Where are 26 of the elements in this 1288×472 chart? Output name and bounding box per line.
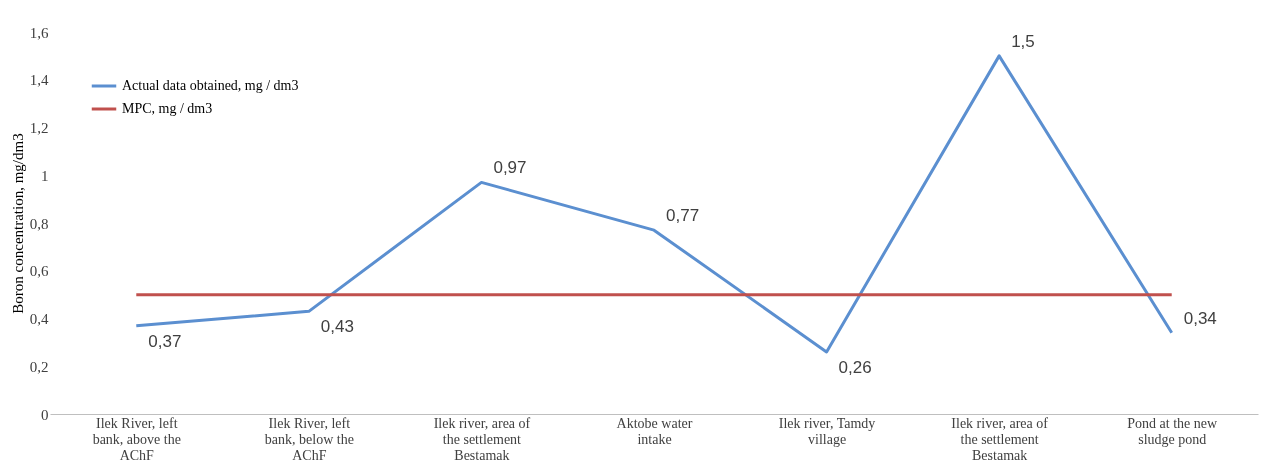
y-tick-label: 0,8 (29, 215, 49, 232)
y-axis-title: Boron concentration, mg/dm3 (9, 133, 26, 314)
x-tick-label: Ilek river, area of the settlement Bestamak (951, 415, 1049, 463)
data-label: 0,34 (1183, 308, 1217, 328)
y-tick-label: 0,6 (29, 263, 49, 280)
y-tick-label: 0,2 (29, 358, 49, 375)
y-tick-label: 0 (41, 406, 49, 423)
x-tick-label: Pond at the new sludge pond (1127, 415, 1219, 447)
data-label: 0,43 (320, 317, 354, 337)
data-label: 0,97 (493, 158, 527, 178)
x-tick-label: Ilek River, left bank, below the AChF (264, 415, 354, 463)
x-tick-label: Ilek river, area of the settlement Bestamak (433, 415, 531, 463)
x-tick-label: Aktobe water intake (616, 415, 693, 447)
y-tick-label: 1,4 (29, 72, 49, 89)
y-tick-label: 1 (41, 167, 49, 184)
data-label: 1,5 (1011, 31, 1035, 51)
data-label: 0,26 (838, 357, 872, 377)
y-tick-label: 1,6 (29, 24, 49, 41)
y-tick-label: 1,2 (29, 120, 49, 136)
x-tick-label: Ilek River, left bank, above the AChF (92, 415, 181, 463)
legend-label: MPC, mg / dm3 (122, 101, 213, 116)
legend-label: Actual data obtained, mg / dm3 (122, 78, 299, 93)
data-label: 0,77 (666, 206, 700, 226)
x-tick-label: Ilek river, Tamdy village (778, 415, 876, 447)
data-label: 0,37 (148, 331, 182, 351)
y-tick-label: 0,4 (29, 311, 49, 327)
